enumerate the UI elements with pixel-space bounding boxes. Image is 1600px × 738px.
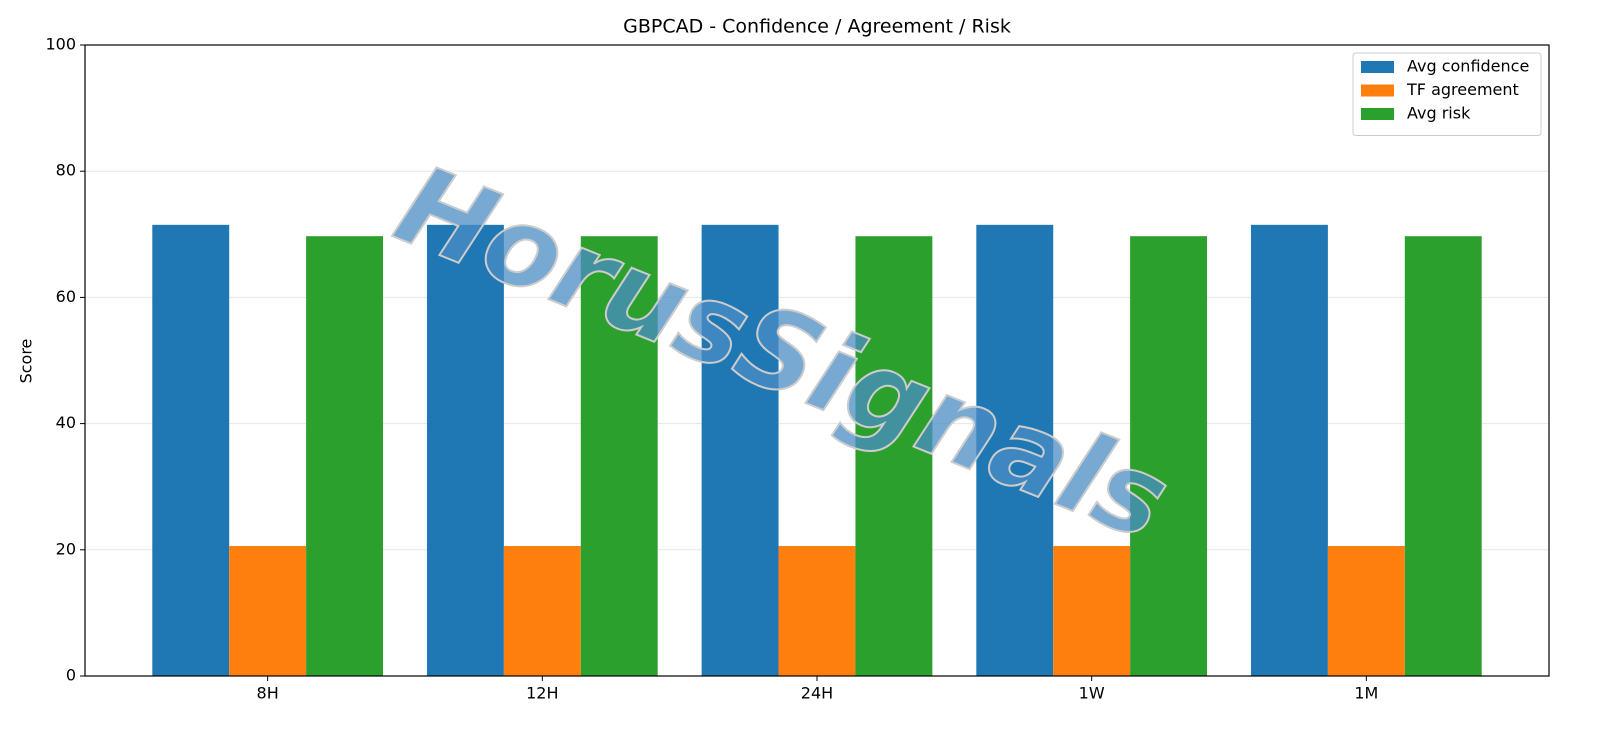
y-tick-label: 0 — [66, 666, 76, 685]
x-tick-label: 8H — [257, 684, 279, 703]
y-axis-label: Score — [17, 339, 36, 384]
x-tick-label: 1M — [1354, 684, 1378, 703]
legend-label: Avg confidence — [1407, 57, 1529, 76]
bar — [1053, 546, 1131, 676]
bar — [1130, 236, 1208, 676]
legend-swatch — [1361, 61, 1394, 73]
axes-frame — [84, 44, 1550, 677]
x-tick-label: 12H — [526, 684, 558, 703]
bar — [152, 224, 230, 676]
chart-title: GBPCAD - Confidence / Agreement / Risk — [623, 16, 1011, 38]
bar — [1404, 236, 1482, 676]
y-tick-label: 60 — [56, 287, 76, 306]
y-tick-label: 20 — [56, 539, 76, 558]
bar — [701, 224, 779, 676]
bar — [976, 224, 1054, 676]
bar — [229, 546, 307, 676]
bar — [855, 236, 933, 676]
bar — [778, 546, 856, 676]
legend-swatch — [1361, 84, 1394, 97]
y-tick-label: 100 — [45, 35, 76, 54]
x-tick-label: 24H — [801, 684, 833, 703]
bar — [503, 546, 581, 676]
bar — [426, 224, 504, 676]
y-tick-label: 80 — [56, 161, 76, 180]
bar — [1250, 224, 1328, 676]
y-tick-label: 40 — [56, 413, 76, 432]
bar — [580, 236, 658, 676]
plot-area: 0 20 40 60 80 100 8H 12H 24H 1W 1M — [45, 35, 1550, 703]
x-tick-label: 1W — [1079, 684, 1105, 703]
legend-label: TF agreement — [1406, 80, 1519, 99]
legend: Avg confidence TF agreement Avg risk — [1352, 52, 1542, 136]
bar — [306, 236, 384, 676]
legend-swatch — [1361, 108, 1394, 120]
legend-frame — [1352, 52, 1542, 136]
legend-label: Avg risk — [1407, 104, 1471, 123]
bar — [1327, 546, 1405, 676]
